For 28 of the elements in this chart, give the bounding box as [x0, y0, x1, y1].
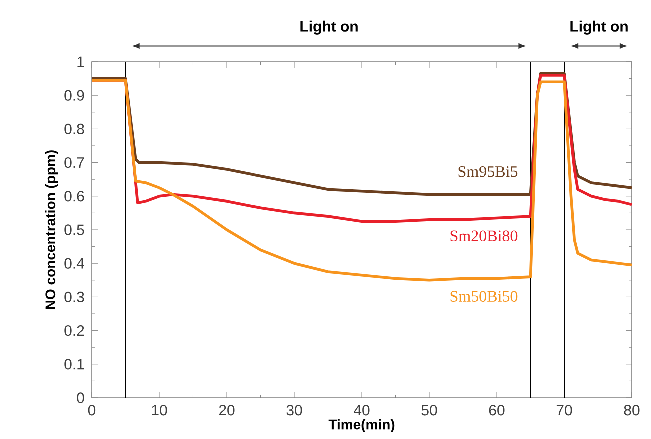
y-tick-label: 0.7	[64, 157, 84, 168]
y-tick-label: 0.3	[64, 292, 84, 303]
x-tick-label: 10	[152, 405, 168, 416]
x-tick-label: 60	[489, 405, 505, 416]
y-tick-label: 0.6	[64, 191, 84, 202]
y-tick-label: 0.1	[64, 359, 84, 370]
text: Light on	[300, 20, 358, 35]
y-tick-label: 1	[78, 56, 84, 68]
series-label: Sm50Bi50	[450, 291, 518, 302]
series-label: Sm20Bi80	[450, 230, 518, 242]
x-tick-label: 70	[556, 405, 572, 416]
y-tick-label: 0.5	[64, 224, 84, 236]
x-axis-title: Time(min)	[328, 419, 395, 432]
x-tick-label: 30	[286, 405, 302, 416]
x-tick-label: 40	[354, 405, 370, 416]
series-label: Sm95Bi5	[458, 166, 518, 178]
text: Light on	[570, 20, 628, 35]
y-tick-label: 0.9	[64, 90, 84, 101]
line-series	[90, 79, 634, 282]
y-tick-label: 0.8	[64, 124, 84, 135]
x-tick-label: 20	[219, 405, 235, 416]
y-tick-label: 0	[77, 392, 84, 404]
x-tick-label: 50	[422, 405, 438, 416]
y-tick-label: 0.2	[64, 325, 84, 336]
y-axis-title: NO concentration (ppm)	[45, 150, 58, 310]
x-tick-label: 0	[88, 405, 96, 416]
y-tick-label: 0.4	[64, 258, 84, 269]
x-tick-label: 80	[624, 405, 640, 416]
